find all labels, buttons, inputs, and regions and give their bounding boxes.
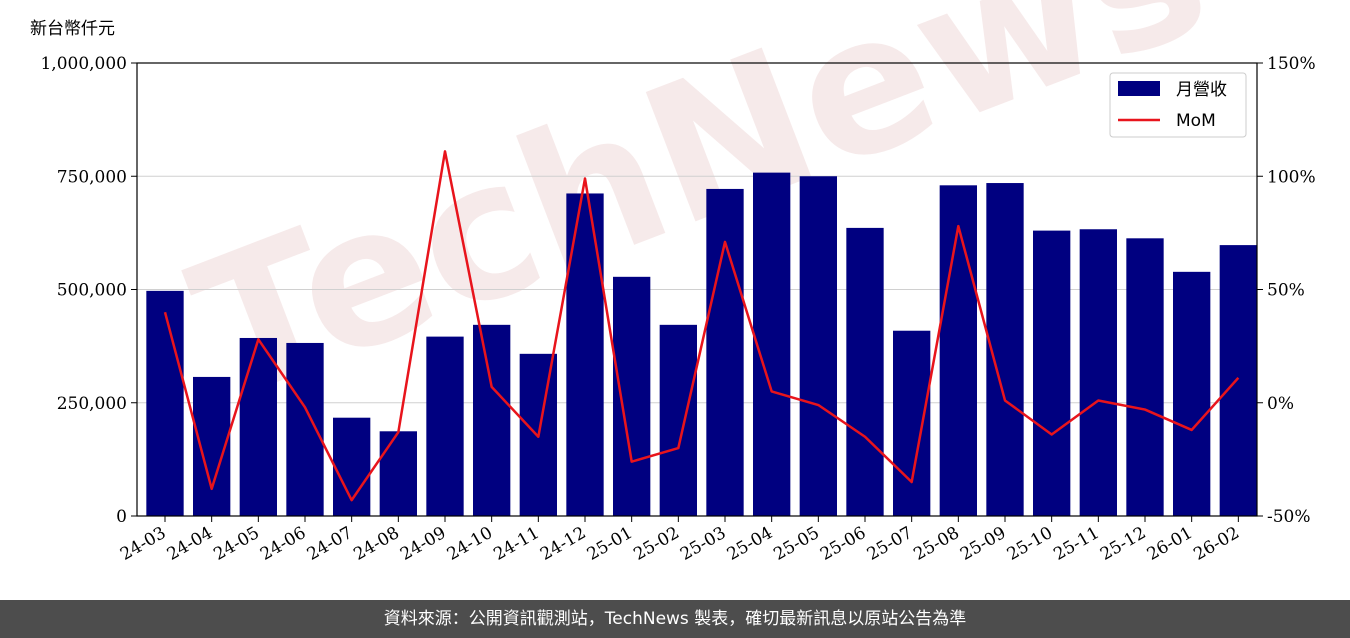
bar-25-01 [613,276,651,516]
x-tick-label: 25-09 [957,523,1009,565]
x-tick-label: 24-06 [257,523,309,565]
bar-25-08 [939,185,977,516]
x-tick-label: 26-01 [1144,523,1196,565]
legend-label-revenue: 月營收 [1176,80,1227,100]
x-tick-label: 24-10 [444,523,496,565]
bar-24-12 [566,193,604,517]
x-tick-label: 24-12 [537,523,589,565]
bar-25-10 [1033,230,1071,517]
bar-series [146,172,1257,517]
x-axis: 24-0324-0424-0524-0624-0724-0824-0924-10… [117,516,1243,565]
bar-25-07 [893,330,931,516]
y-tick-label: 1,000,000 [40,54,127,74]
x-tick-label: 24-04 [164,523,216,565]
bar-24-05 [239,337,277,516]
bar-24-06 [286,342,324,516]
y2-tick-label: 100% [1267,167,1316,187]
source-footer: 資料來源：公開資訊觀測站，TechNews 製表，確切最新訊息以原站公告為準 [0,600,1350,638]
legend: 月營收 MoM [1109,72,1247,138]
bar-25-03 [706,188,744,516]
bar-25-06 [846,227,884,516]
x-tick-label: 26-02 [1190,523,1242,565]
bar-25-04 [753,172,791,516]
x-tick-label: 25-11 [1050,523,1102,565]
y-tick-label: 500,000 [57,281,127,301]
bar-25-12 [1126,238,1164,516]
y-axis-unit-label: 新台幣仟元 [30,19,115,39]
x-tick-label: 24-05 [210,523,262,565]
right-y-axis: -50% 0% 50% 100% 150% [1257,54,1316,527]
y-tick-label: 250,000 [57,394,127,414]
y2-tick-label: 0% [1267,394,1294,414]
bar-25-05 [799,176,837,516]
y2-tick-label: -50% [1267,507,1311,527]
x-tick-label: 25-01 [584,523,636,565]
x-tick-label: 24-07 [304,523,356,565]
x-tick-label: 25-07 [864,523,916,565]
x-tick-label: 25-05 [770,523,822,565]
bar-24-09 [426,336,464,516]
bar-26-02 [1219,245,1257,516]
x-tick-label: 24-11 [490,523,542,565]
y2-tick-label: 150% [1267,54,1316,74]
watermark: TechNews [167,0,1234,442]
left-y-axis: 0 250,000 500,000 750,000 1,000,000 [40,54,137,527]
x-tick-label: 24-08 [350,523,402,565]
y-tick-label: 0 [116,507,127,527]
bar-25-02 [659,324,697,516]
x-tick-label: 25-06 [817,523,869,565]
y2-tick-label: 50% [1267,281,1305,301]
bar-24-10 [473,324,511,516]
x-tick-label: 25-03 [677,523,729,565]
x-tick-label: 24-09 [397,523,449,565]
revenue-mom-chart: TechNews 新台幣仟元 0 250,000 500,000 750,000 1,0… [30,0,1316,565]
x-tick-label: 25-08 [910,523,962,565]
bar-24-03 [146,290,184,516]
legend-label-mom: MoM [1176,111,1216,131]
x-tick-label: 24-03 [117,523,169,565]
bar-26-01 [1173,271,1211,516]
x-tick-label: 25-02 [630,523,682,565]
x-tick-label: 25-10 [1004,523,1056,565]
bar-25-11 [1079,229,1117,516]
bar-24-08 [379,431,417,516]
x-tick-label: 25-12 [1097,523,1149,565]
x-tick-label: 25-04 [724,523,776,565]
legend-bar-swatch [1118,81,1160,96]
mom-line [163,150,1240,502]
y-tick-label: 750,000 [57,167,127,187]
